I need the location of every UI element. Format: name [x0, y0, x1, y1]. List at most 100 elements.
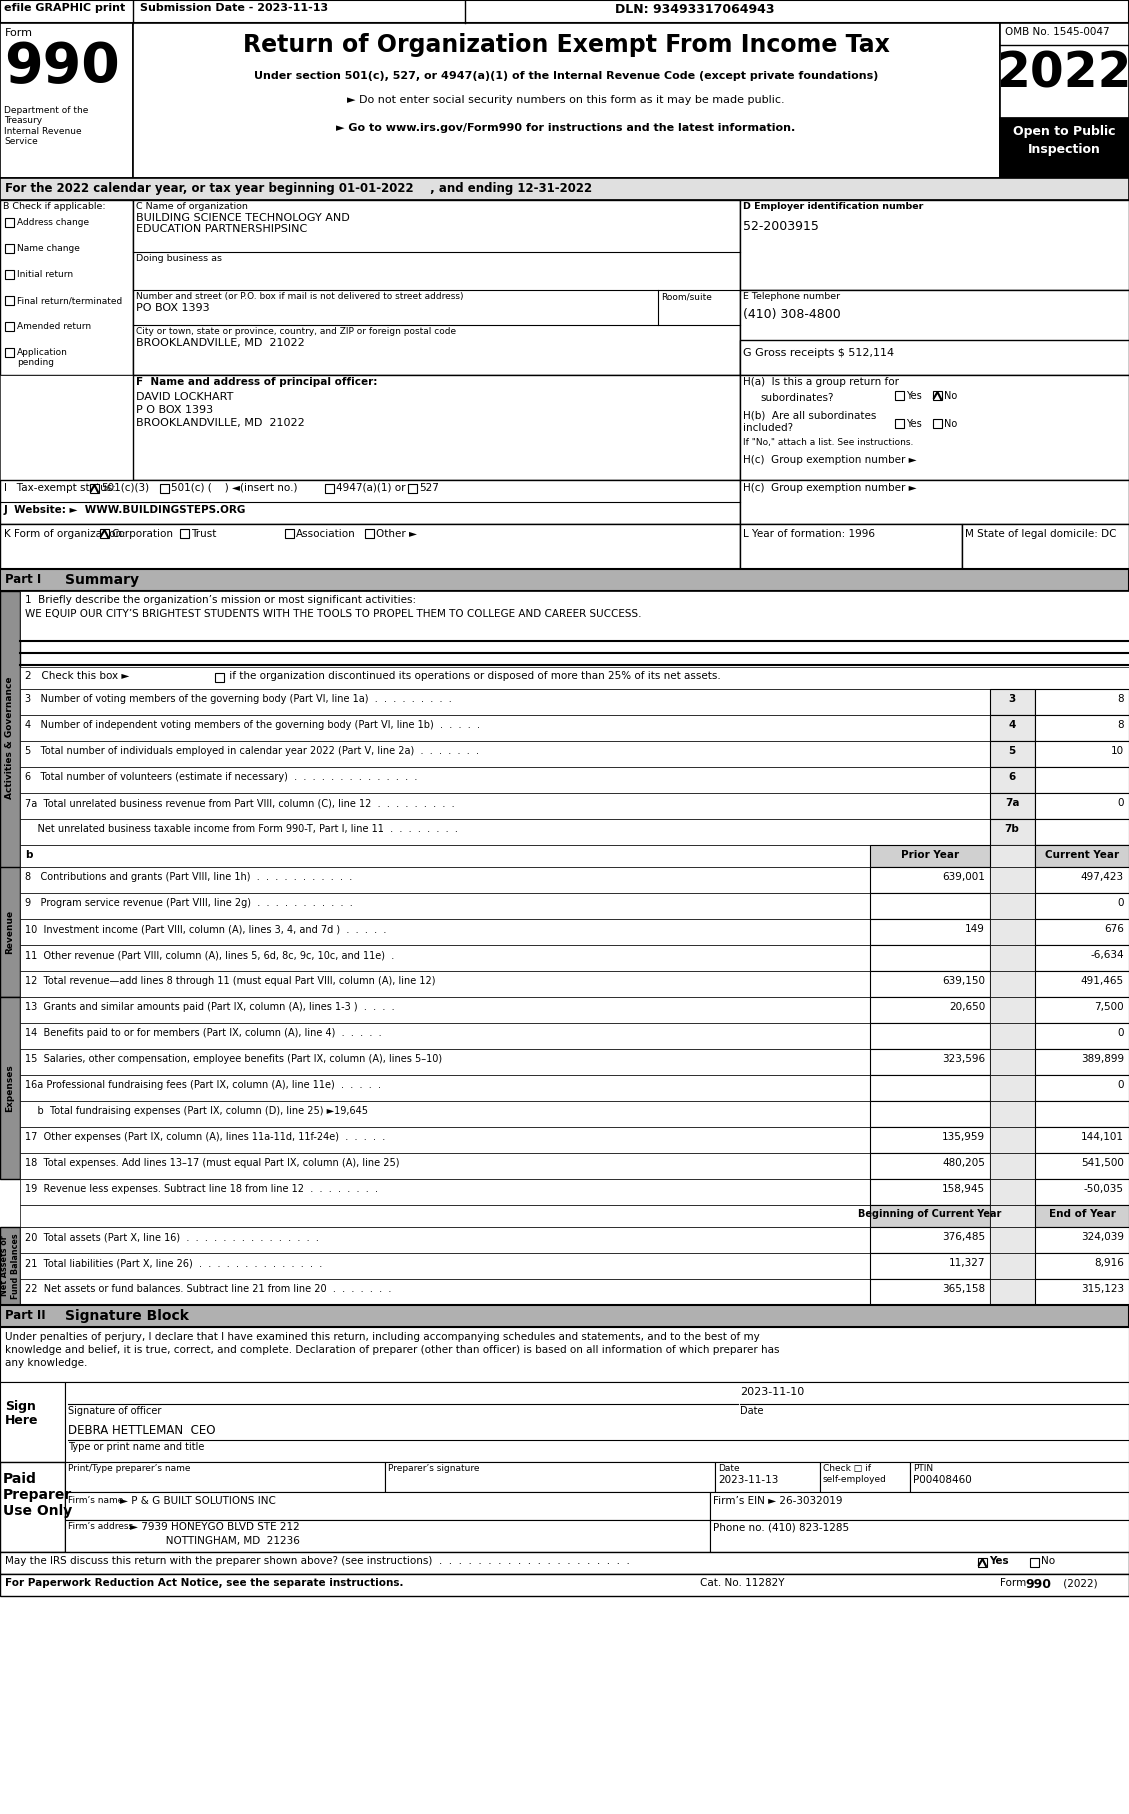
Text: 7a: 7a — [1005, 798, 1019, 807]
Text: 4   Number of independent voting members of the governing body (Part VI, line 1b: 4 Number of independent voting members o… — [25, 720, 480, 729]
Text: Firm’s EIN ► 26-3032019: Firm’s EIN ► 26-3032019 — [714, 1497, 842, 1506]
Bar — [0, 524, 739, 570]
Text: -6,634: -6,634 — [1091, 951, 1124, 960]
Bar — [0, 1462, 65, 1553]
Text: 0: 0 — [1118, 898, 1124, 909]
Bar — [1035, 1253, 1129, 1279]
Text: DAVID LOCKHART: DAVID LOCKHART — [135, 392, 234, 403]
Text: ► Go to www.irs.gov/Form990 for instructions and the latest information.: ► Go to www.irs.gov/Form990 for instruct… — [336, 123, 796, 132]
Bar — [990, 740, 1035, 767]
Text: Summary: Summary — [65, 573, 139, 588]
Text: 639,150: 639,150 — [942, 976, 984, 987]
Text: Part I: Part I — [5, 573, 42, 586]
Text: 8: 8 — [1118, 720, 1124, 729]
Bar — [870, 970, 990, 998]
Text: Yes: Yes — [905, 419, 921, 428]
Text: 527: 527 — [419, 483, 439, 493]
Bar — [990, 767, 1035, 793]
Bar — [1035, 892, 1129, 920]
Bar — [20, 793, 990, 818]
Text: Date: Date — [739, 1406, 763, 1417]
Bar — [20, 740, 990, 767]
Bar — [990, 1076, 1035, 1101]
Text: Sign: Sign — [5, 1400, 36, 1413]
Bar — [739, 339, 1129, 375]
Text: City or town, state or province, country, and ZIP or foreign postal code: City or town, state or province, country… — [135, 327, 456, 336]
Bar — [1035, 945, 1129, 970]
Text: Application: Application — [17, 348, 68, 357]
Text: 21  Total liabilities (Part X, line 26)  .  .  .  .  .  .  .  .  .  .  .  .  .  : 21 Total liabilities (Part X, line 26) .… — [25, 1257, 322, 1268]
Text: Preparer: Preparer — [3, 1487, 72, 1502]
Text: P00408460: P00408460 — [913, 1475, 972, 1486]
Text: Return of Organization Exempt From Income Tax: Return of Organization Exempt From Incom… — [243, 33, 890, 56]
Text: Name change: Name change — [17, 245, 80, 252]
Text: Signature of officer: Signature of officer — [68, 1406, 161, 1417]
Text: Submission Date - 2023-11-13: Submission Date - 2023-11-13 — [140, 4, 329, 13]
Text: 17  Other expenses (Part IX, column (A), lines 11a-11d, 11f-24e)  .  .  .  .  .: 17 Other expenses (Part IX, column (A), … — [25, 1132, 385, 1143]
Bar — [1035, 1226, 1129, 1253]
Text: 501(c)(3): 501(c)(3) — [100, 483, 149, 493]
Text: 8: 8 — [1118, 695, 1124, 704]
Text: efile GRAPHIC print: efile GRAPHIC print — [5, 4, 125, 13]
Text: 7,500: 7,500 — [1094, 1001, 1124, 1012]
Bar — [133, 200, 739, 375]
Text: BUILDING SCIENCE TECHNOLOGY AND: BUILDING SCIENCE TECHNOLOGY AND — [135, 212, 350, 223]
Bar — [739, 200, 1129, 290]
Text: 6   Total number of volunteers (estimate if necessary)  .  .  .  .  .  .  .  .  : 6 Total number of volunteers (estimate i… — [25, 773, 418, 782]
Text: 15  Salaries, other compensation, employee benefits (Part IX, column (A), lines : 15 Salaries, other compensation, employe… — [25, 1054, 443, 1065]
Bar — [933, 419, 942, 428]
Bar — [990, 1048, 1035, 1076]
Text: 541,500: 541,500 — [1082, 1157, 1124, 1168]
Bar — [990, 920, 1035, 945]
Text: DLN: 93493317064943: DLN: 93493317064943 — [615, 4, 774, 16]
Bar — [180, 530, 189, 539]
Bar — [739, 375, 1129, 481]
Bar — [870, 945, 990, 970]
Bar — [20, 1023, 870, 1048]
Bar — [1035, 715, 1129, 740]
Bar — [20, 845, 990, 867]
Bar — [0, 178, 1129, 200]
Text: PTIN: PTIN — [913, 1464, 934, 1473]
Text: May the IRS discuss this return with the preparer shown above? (see instructions: May the IRS discuss this return with the… — [5, 1556, 630, 1565]
Text: 323,596: 323,596 — [942, 1054, 984, 1065]
Text: Part II: Part II — [5, 1310, 45, 1322]
Bar — [0, 481, 739, 524]
Text: 639,001: 639,001 — [942, 873, 984, 882]
Text: Cat. No. 11282Y: Cat. No. 11282Y — [700, 1578, 785, 1587]
Bar — [65, 1520, 710, 1553]
Bar — [990, 793, 1035, 818]
Text: EDUCATION PARTNERSHIPSINC: EDUCATION PARTNERSHIPSINC — [135, 223, 307, 234]
Bar — [0, 1304, 1129, 1328]
Text: For Paperwork Reduction Act Notice, see the separate instructions.: For Paperwork Reduction Act Notice, see … — [5, 1578, 403, 1587]
Bar — [990, 1154, 1035, 1179]
Bar — [1035, 767, 1129, 793]
Text: b: b — [25, 851, 33, 860]
Bar — [870, 1204, 990, 1226]
Bar — [20, 1154, 870, 1179]
Bar — [870, 1101, 990, 1126]
Text: H(c)  Group exemption number ►: H(c) Group exemption number ► — [743, 455, 917, 464]
Text: Form: Form — [1000, 1578, 1030, 1587]
Text: 7a  Total unrelated business revenue from Part VIII, column (C), line 12  .  .  : 7a Total unrelated business revenue from… — [25, 798, 455, 807]
Bar — [990, 945, 1035, 970]
Text: Association: Association — [296, 530, 356, 539]
Text: 19  Revenue less expenses. Subtract line 18 from line 12  .  .  .  .  .  .  .  .: 19 Revenue less expenses. Subtract line … — [25, 1185, 378, 1194]
Bar — [933, 392, 942, 401]
Text: Final return/terminated: Final return/terminated — [17, 296, 122, 305]
Bar — [20, 1179, 870, 1204]
Text: 5: 5 — [1008, 746, 1016, 756]
Text: Room/suite: Room/suite — [660, 292, 712, 301]
Bar — [710, 1491, 1129, 1520]
Text: 6: 6 — [1008, 773, 1016, 782]
Bar — [990, 1023, 1035, 1048]
Bar — [90, 484, 99, 493]
Text: 5   Total number of individuals employed in calendar year 2022 (Part V, line 2a): 5 Total number of individuals employed i… — [25, 746, 479, 756]
Text: 389,899: 389,899 — [1080, 1054, 1124, 1065]
Bar — [990, 998, 1035, 1023]
Text: Check □ if: Check □ if — [823, 1464, 870, 1473]
Text: 149: 149 — [965, 923, 984, 934]
Text: 990: 990 — [5, 40, 120, 94]
Text: P O BOX 1393: P O BOX 1393 — [135, 405, 213, 415]
Bar — [990, 867, 1035, 892]
